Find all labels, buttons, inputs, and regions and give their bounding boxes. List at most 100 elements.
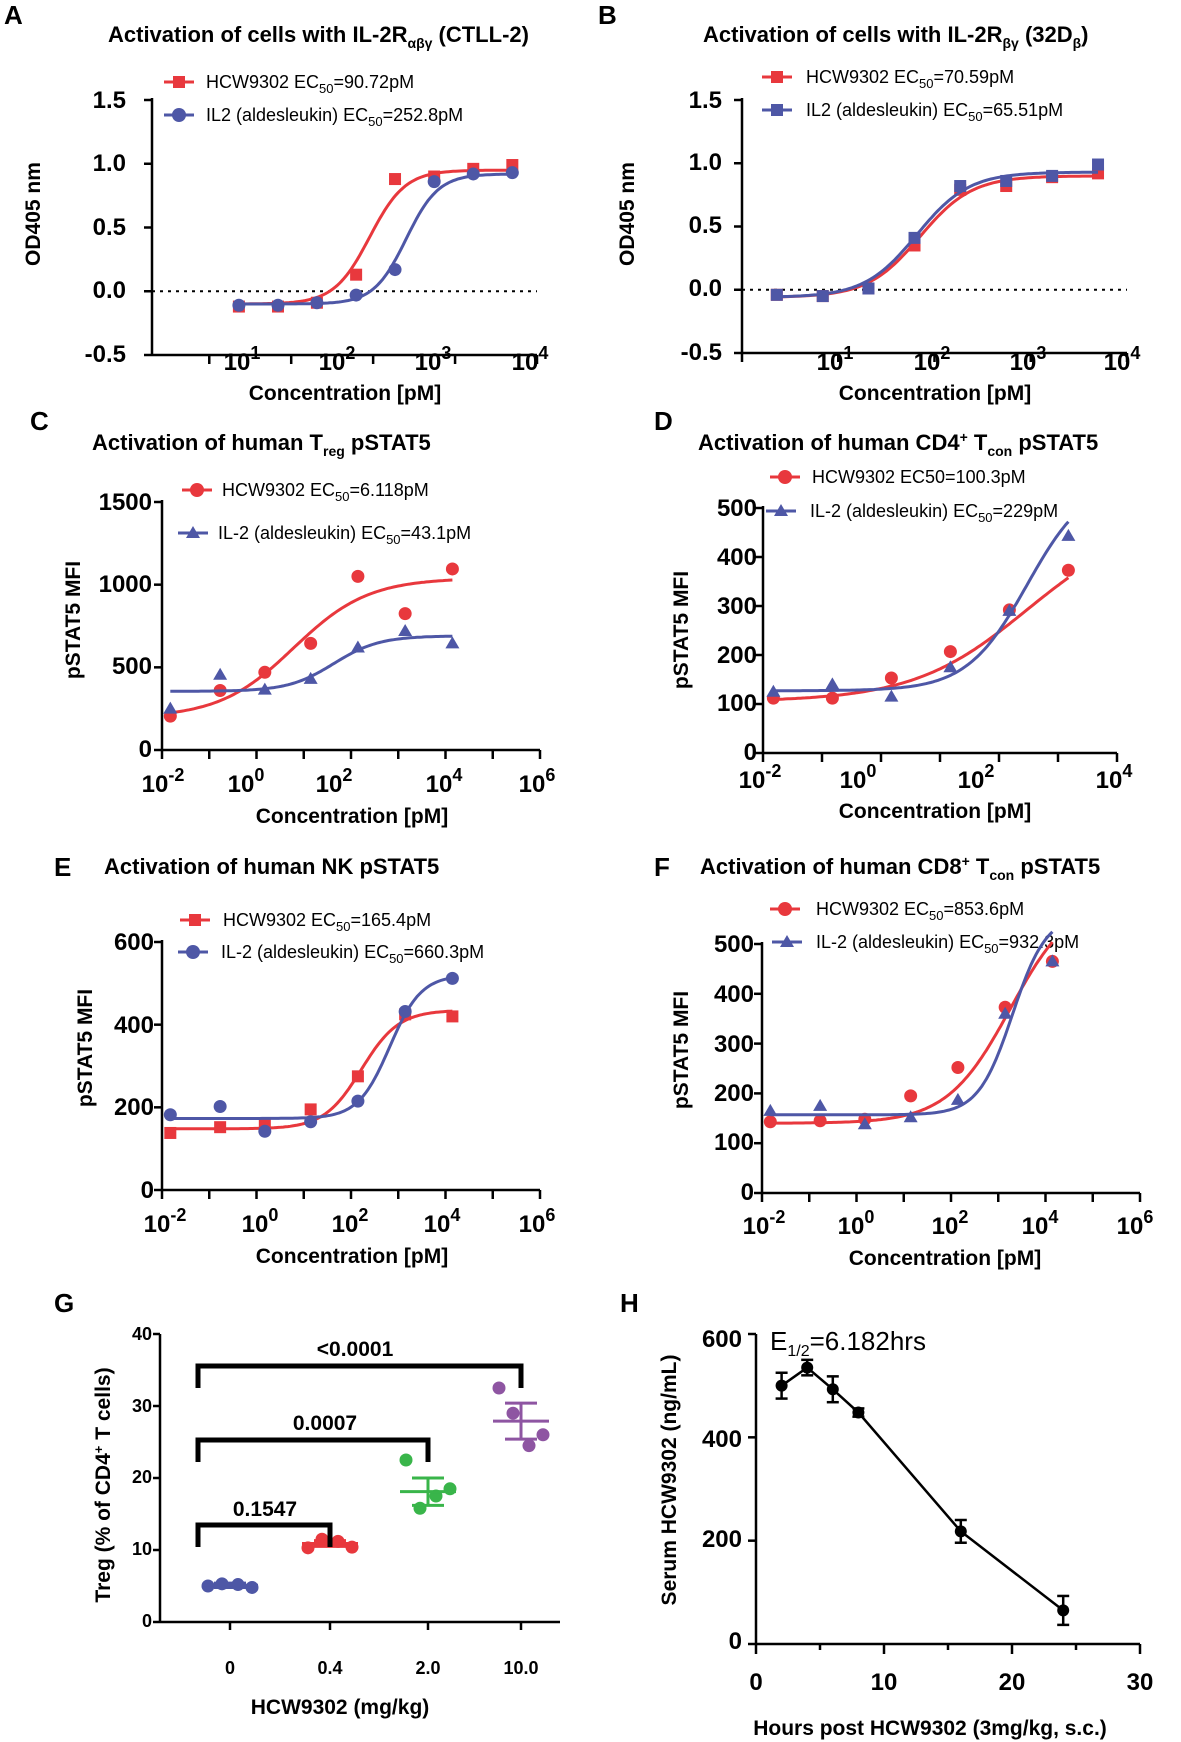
chart-f-ytick: 100 [714, 1129, 754, 1156]
chart-a-ylabel: OD405 nm [22, 162, 45, 266]
data-point-series-1 [351, 1070, 364, 1083]
fit-curve-series-2 [776, 170, 1098, 299]
chart-g-ytick: 40 [132, 1324, 152, 1344]
chart-b-legend-1: HCW9302 EC50=70.59pM [806, 67, 1014, 91]
chart-a-xtick: 101 [224, 343, 261, 376]
panel-c: C Activation of human Treg pSTAT5 pSTAT5… [30, 406, 555, 828]
chart-c-legend-2: IL-2 (aldesleukin) EC50=43.1pM [218, 523, 471, 547]
fit-curve-series-2 [170, 976, 453, 1120]
chart-a-ytick: 0.0 [93, 277, 126, 304]
data-point-series-2 [763, 1103, 778, 1116]
chart-a-title: Activation of cells with IL-2Rαβγ (CTLL-… [108, 22, 529, 51]
chart-b-xlabel: Concentration [pM] [839, 382, 1031, 405]
fit-curve-series-2 [238, 172, 513, 306]
chart-b-xticks: 101 102 103 104 [817, 343, 1141, 376]
chart-b-ytick: 0.0 [689, 275, 722, 302]
data-point-series-2 [427, 175, 441, 189]
chart-c-ytick: 1500 [99, 489, 152, 516]
data-point [954, 1525, 967, 1538]
fit-curve-series-2 [773, 520, 1070, 693]
panel-label-g: G [54, 1288, 74, 1318]
data-point-series-1 [446, 1010, 459, 1023]
data-point-series-2 [445, 971, 459, 985]
data-point-series-2 [816, 290, 829, 303]
chart-a-ytick: 1.5 [93, 87, 126, 114]
data-point-series-2 [350, 640, 365, 653]
chart-g-xtick: 0 [225, 1658, 235, 1678]
chart-b-ytick: -0.5 [681, 339, 722, 366]
chart-h-annotation: E1/2=6.182hrs [770, 1326, 926, 1360]
panel-b: B Activation of cells with IL-2Rβγ (32Dβ… [598, 0, 1140, 405]
fit-curve-series-2 [770, 930, 1054, 1117]
chart-f-xlabel: Concentration [pM] [849, 1247, 1041, 1270]
pk-line [780, 1366, 1064, 1612]
data-point-series-1 [763, 1115, 777, 1129]
panel-label-h: H [620, 1288, 639, 1318]
data-point-series-2 [908, 231, 921, 244]
chart-g-ylabel: Treg (% of CD4+ T cells) [91, 1367, 115, 1602]
chart-f-title: Activation of human CD8+ Tcon pSTAT5 [700, 853, 1100, 883]
chart-g-xticks: 0 0.4 2.0 10.0 [225, 1658, 539, 1678]
chart-h-xtick: 20 [999, 1669, 1026, 1696]
data-point-series-2 [505, 166, 519, 180]
chart-b-yticks: 1.5 1.0 0.5 0.0 -0.5 [681, 87, 722, 366]
data-point-series-2 [398, 623, 413, 636]
significance-bracket [195, 1437, 431, 1462]
chart-b-xtick: 102 [914, 343, 951, 376]
data-point-series-2 [445, 636, 460, 649]
chart-a-ytick: -0.5 [85, 341, 126, 368]
chart-g-comparisons: 0.1547 0.0007 <0.0001 [233, 1338, 394, 1521]
data-point-series-2 [862, 282, 875, 295]
significance-bracket [195, 1522, 333, 1547]
chart-g-xlabel: HCW9302 (mg/kg) [251, 1696, 430, 1719]
data-point-series-2 [954, 180, 967, 193]
data-point-series-2 [950, 1092, 965, 1105]
panel-a: A Activation of cells with IL-2Rαβγ (CTL… [4, 0, 548, 405]
data-point-series-2 [351, 1094, 365, 1108]
data-point-series-1 [304, 1103, 317, 1116]
data-point-series-2 [1045, 954, 1060, 967]
chart-d-xtick: 10-2 [739, 761, 782, 794]
fit-curve-series-1 [238, 168, 513, 306]
chart-e-xlabel: Concentration [pM] [256, 1245, 448, 1268]
chart-b-xtick: 104 [1104, 343, 1141, 376]
chart-g-xtick: 0.4 [317, 1658, 342, 1678]
chart-g-pvalue: 0.1547 [233, 1498, 297, 1521]
chart-c-title: Activation of human Treg pSTAT5 [92, 430, 431, 459]
chart-h-xlabel: Hours post HCW9302 (3mg/kg, s.c.) [753, 1717, 1107, 1740]
data-point-series-1 [951, 1061, 965, 1075]
chart-f-ytick: 300 [714, 1031, 754, 1058]
panel-d: D Activation of human CD4+ Tcon pSTAT5 p… [654, 406, 1132, 823]
panel-label-e: E [54, 852, 71, 882]
chart-c-ytick: 0 [139, 736, 152, 763]
chart-b-ytick: 1.0 [689, 149, 722, 176]
data-point-series-2 [1061, 528, 1076, 541]
data-point-series-2 [825, 677, 840, 690]
data-point-dose-2 [443, 1482, 457, 1496]
data-point-series-2 [466, 167, 480, 181]
chart-d-ytick: 200 [717, 642, 757, 669]
chart-a-xtick: 104 [512, 343, 549, 376]
chart-e-xtick: 10-2 [144, 1205, 187, 1238]
chart-d-title: Activation of human CD4+ Tcon pSTAT5 [698, 429, 1098, 459]
data-point-series-2 [857, 1117, 872, 1130]
data-point-series-1 [389, 173, 402, 186]
chart-e-xtick: 104 [424, 1205, 461, 1238]
chart-b-xtick: 103 [1010, 343, 1047, 376]
data-point-series-2 [303, 671, 318, 684]
chart-c-xtick: 106 [519, 765, 556, 798]
chart-h-plot [748, 1332, 1142, 1654]
chart-g-ytick: 20 [132, 1467, 152, 1487]
data-point-dose-2 [413, 1501, 427, 1515]
chart-b-xtick: 101 [817, 343, 854, 376]
chart-g-ytick: 0 [142, 1611, 152, 1631]
chart-d-xlabel: Concentration [pM] [839, 800, 1031, 823]
chart-a-title-tail: (CTLL-2) [432, 22, 529, 47]
chart-h-ylabel: Serum HCW9302 (ng/mL) [658, 1355, 681, 1606]
chart-f-legend-2: IL-2 (aldesleukin) EC50=932.3pM [816, 932, 1079, 956]
chart-e-yticks: 600 400 200 0 [114, 929, 154, 1204]
chart-e-ylabel: pSTAT5 MFI [74, 989, 97, 1107]
chart-g-pvalue: 0.0007 [293, 1412, 357, 1435]
chart-e-xticks: 10-2 100 102 104 106 [144, 1205, 556, 1238]
data-point-dose-3 [506, 1406, 520, 1420]
